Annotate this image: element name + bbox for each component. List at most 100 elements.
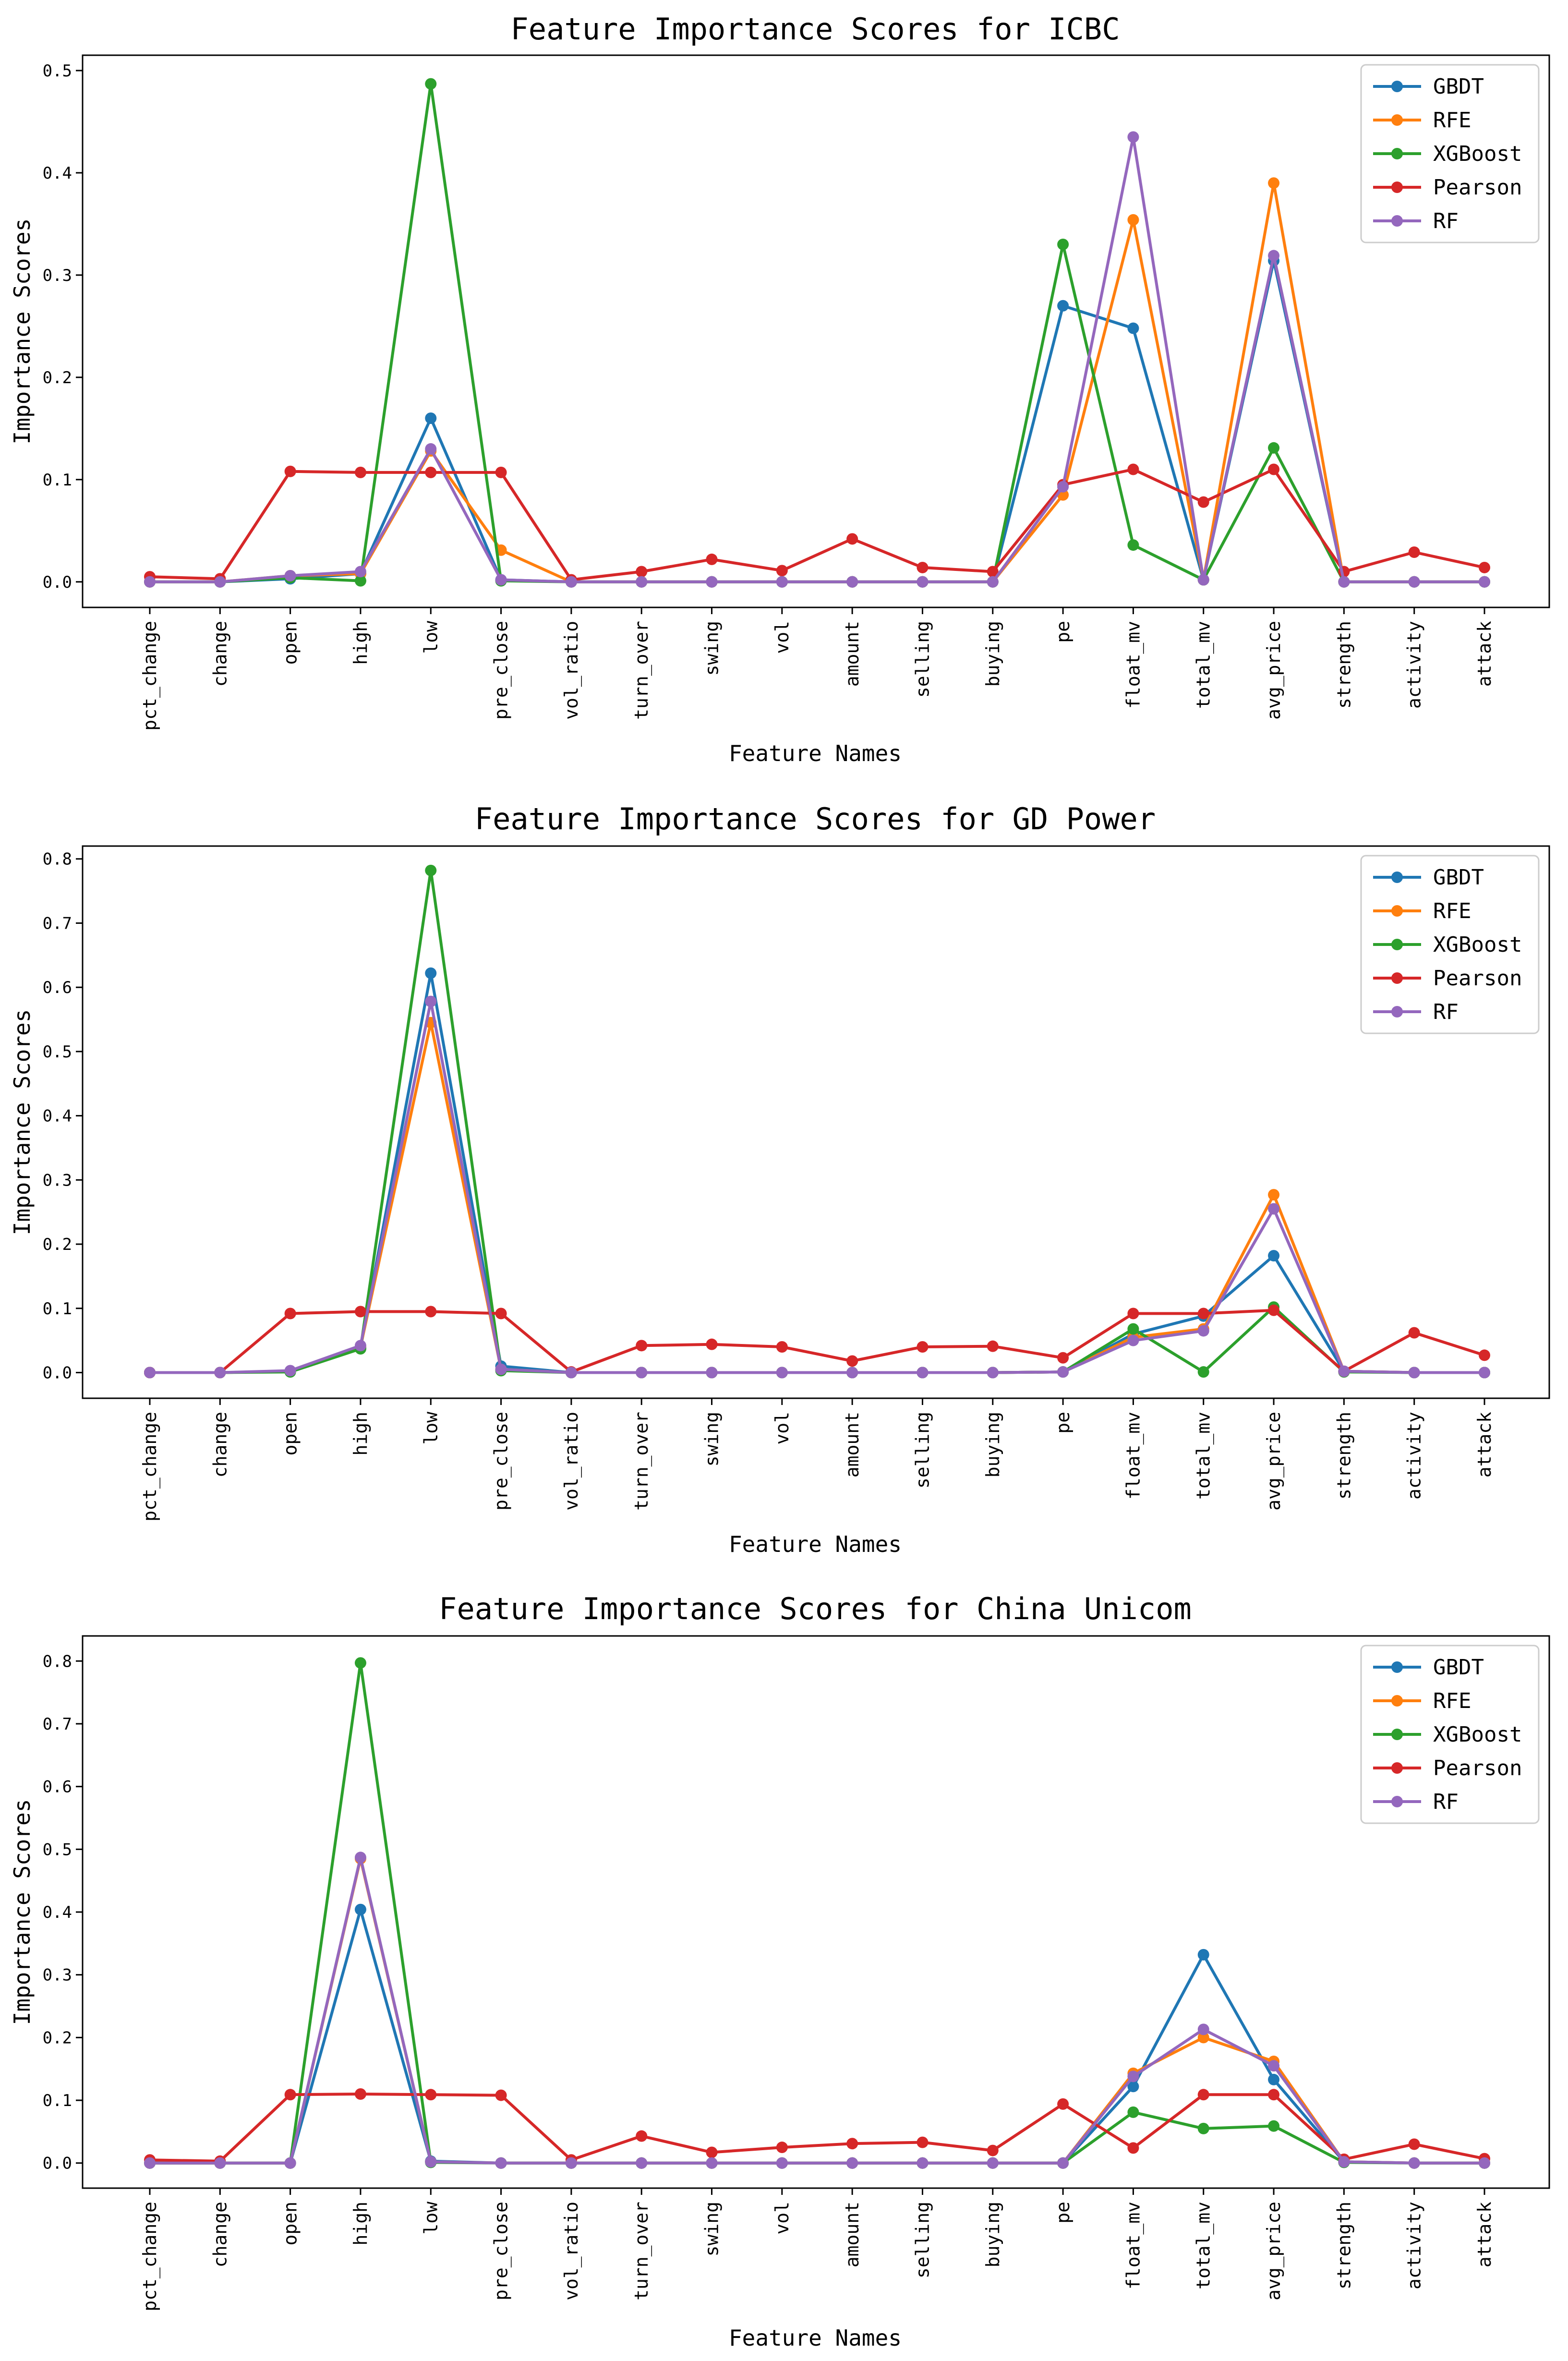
y-tick-label: 0.7 xyxy=(43,1715,72,1734)
series-line-pearson xyxy=(149,468,1485,581)
x-tick-label: vol xyxy=(772,2202,793,2235)
data-point-gbdt xyxy=(1127,2081,1139,2093)
data-point-pearson xyxy=(776,1341,788,1353)
x-tick-label: selling xyxy=(912,1412,933,1489)
data-point-rf xyxy=(846,576,858,588)
data-point-rf xyxy=(636,2157,648,2169)
data-point-pearson xyxy=(1408,1327,1420,1339)
x-tick-label: swing xyxy=(701,1412,723,1466)
y-tick-label: 0.5 xyxy=(43,61,72,81)
data-point-rf xyxy=(1127,1334,1139,1346)
data-point-rf xyxy=(495,2157,507,2169)
data-point-rf xyxy=(706,576,718,588)
data-point-rf xyxy=(284,2157,296,2169)
data-point-gbdt xyxy=(354,1903,366,1915)
x-tick-label: buying xyxy=(982,2202,1003,2267)
x-tick-label: low xyxy=(420,621,441,654)
x-tick-label: pct_change xyxy=(139,1412,161,1522)
legend-swatch-marker xyxy=(1391,905,1403,917)
legend-swatch-marker xyxy=(1391,872,1403,883)
legend-swatch-marker xyxy=(1391,939,1403,950)
data-point-rf xyxy=(1197,1325,1209,1337)
x-tick-label: pe xyxy=(1052,2202,1073,2224)
x-axis-label: Feature Names xyxy=(729,2325,902,2351)
data-point-pearson xyxy=(636,1340,648,1352)
chart-panel-gd-power: Feature Importance Scores for GD Power I… xyxy=(9,801,1550,1557)
data-point-pearson xyxy=(354,1306,366,1318)
data-point-pearson xyxy=(1197,1308,1209,1320)
data-point-pearson xyxy=(495,1308,507,1320)
x-ticks: pct_change change open high low pre_close vol_… xyxy=(139,607,1495,731)
data-point-pearson xyxy=(354,2088,366,2100)
data-point-gbdt xyxy=(425,967,437,979)
x-tick-label: turn_over xyxy=(631,2202,652,2300)
plot-area xyxy=(82,845,1550,1399)
legend-swatch-marker xyxy=(1391,114,1403,126)
data-point-pearson xyxy=(1127,1308,1139,1320)
data-point-pearson xyxy=(636,566,648,578)
data-point-rf xyxy=(706,2157,718,2169)
x-tick-label: vol xyxy=(772,621,793,654)
legend-label: Pearson xyxy=(1433,1756,1522,1780)
x-tick-label: open xyxy=(280,621,301,665)
data-point-xgboost xyxy=(1127,2106,1139,2118)
x-axis-label: Feature Names xyxy=(729,1531,902,1557)
data-point-pearson xyxy=(706,553,718,565)
data-point-pearson xyxy=(354,466,366,478)
legend-box xyxy=(1360,855,1540,1034)
x-tick-label: high xyxy=(350,1412,371,1456)
legend-label: RFE xyxy=(1433,108,1471,133)
legend-label: RF xyxy=(1433,209,1459,233)
x-tick-label: low xyxy=(420,2202,441,2235)
data-point-pearson xyxy=(425,466,437,478)
data-point-pearson xyxy=(1197,496,1209,508)
y-tick-label: 0.2 xyxy=(43,1235,72,1254)
data-point-pearson xyxy=(987,1340,999,1352)
data-point-pearson xyxy=(706,2146,718,2158)
x-tick-label: float_mv xyxy=(1122,621,1144,709)
data-point-rf xyxy=(1268,2060,1280,2072)
legend-label: RFE xyxy=(1433,1689,1471,1713)
data-point-xgboost xyxy=(1127,539,1139,551)
chart-title: Feature Importance Scores for GD Power xyxy=(475,801,1156,836)
data-point-rf xyxy=(706,1367,718,1379)
y-axis-label: Importance Scores xyxy=(9,218,35,445)
y-tick-label: 0.2 xyxy=(43,368,72,387)
y-tick-label: 0.1 xyxy=(43,471,72,490)
plot-area xyxy=(82,54,1550,608)
data-point-rf xyxy=(1338,576,1350,588)
data-point-rf xyxy=(1057,2157,1069,2169)
x-tick-label: attack xyxy=(1474,1412,1495,1477)
y-tick-label: 0.4 xyxy=(43,1107,72,1126)
x-tick-label: selling xyxy=(912,621,933,698)
y-tick-label: 0.0 xyxy=(43,573,72,592)
data-point-pearson xyxy=(1057,1352,1069,1364)
data-point-gbdt xyxy=(1268,2073,1280,2085)
x-tick-label: total_mv xyxy=(1193,2202,1215,2289)
y-ticks: 0.0 0.1 0.2 0.3 0.4 0.5 xyxy=(43,61,83,592)
chart-panel-icbc: Feature Importance Scores for ICBC Impor… xyxy=(9,12,1550,766)
x-axis-label: Feature Names xyxy=(729,740,902,766)
x-tick-label: float_mv xyxy=(1122,1412,1144,1500)
data-point-rf xyxy=(1408,1367,1420,1379)
x-tick-label: pe xyxy=(1052,1412,1073,1434)
data-point-rf xyxy=(636,576,648,588)
data-point-rf xyxy=(1408,2157,1420,2169)
x-tick-label: float_mv xyxy=(1122,2202,1144,2289)
data-point-rf xyxy=(776,1367,788,1379)
data-point-rf xyxy=(354,1852,366,1864)
data-point-rf xyxy=(1268,1203,1280,1215)
chart-title: Feature Importance Scores for ICBC xyxy=(510,12,1120,47)
y-tick-label: 0.1 xyxy=(43,1299,72,1319)
data-point-rf xyxy=(144,1367,156,1379)
data-point-pearson xyxy=(1408,546,1420,558)
x-tick-label: total_mv xyxy=(1193,1412,1215,1500)
series-layer xyxy=(144,78,1490,588)
y-tick-label: 0.4 xyxy=(43,164,72,183)
x-tick-label: amount xyxy=(842,621,863,687)
series-line-rf xyxy=(150,135,1484,583)
y-tick-label: 0.2 xyxy=(43,2028,72,2047)
y-tick-label: 0.3 xyxy=(43,1171,72,1190)
data-point-rfe xyxy=(1268,1189,1280,1201)
data-point-rf xyxy=(917,2157,929,2169)
